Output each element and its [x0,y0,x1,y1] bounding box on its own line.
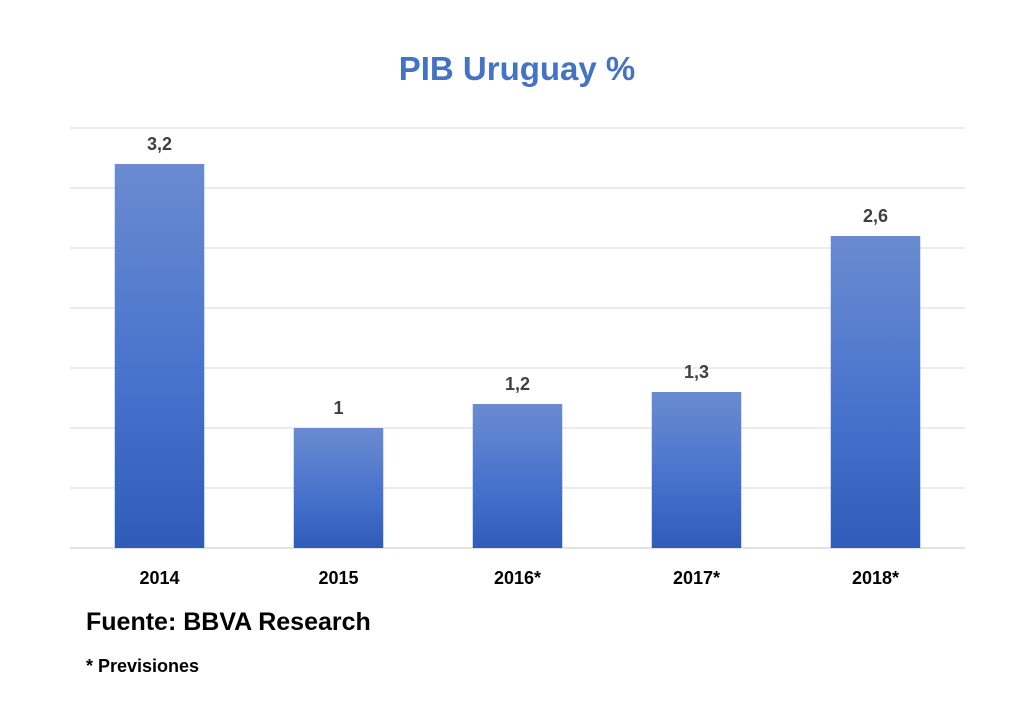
x-tick-label-2: 2016* [494,568,541,588]
data-label-4: 2,6 [863,206,888,226]
forecast-footnote: * Previsiones [86,656,200,676]
bars [114,164,921,548]
x-tick-label-0: 2014 [139,568,179,588]
data-label-3: 1,3 [684,362,709,382]
data-label-2: 1,2 [505,374,530,394]
chart-title: PIB Uruguay % [398,50,636,87]
bar-0 [114,164,205,548]
x-tick-label-1: 2015 [318,568,358,588]
bar-4 [830,236,921,548]
bar-2 [472,404,563,548]
data-labels: 3,2 1 1,2 1,3 2,6 [147,134,888,418]
x-axis-ticks: 2014 2015 2016* 2017* 2018* [139,568,899,588]
source-note: Fuente: BBVA Research [86,608,371,636]
bar-3 [651,392,742,548]
bar-1 [293,428,384,548]
x-tick-label-4: 2018* [852,568,899,588]
data-label-1: 1 [333,398,343,418]
x-tick-label-3: 2017* [673,568,720,588]
data-label-0: 3,2 [147,134,172,154]
